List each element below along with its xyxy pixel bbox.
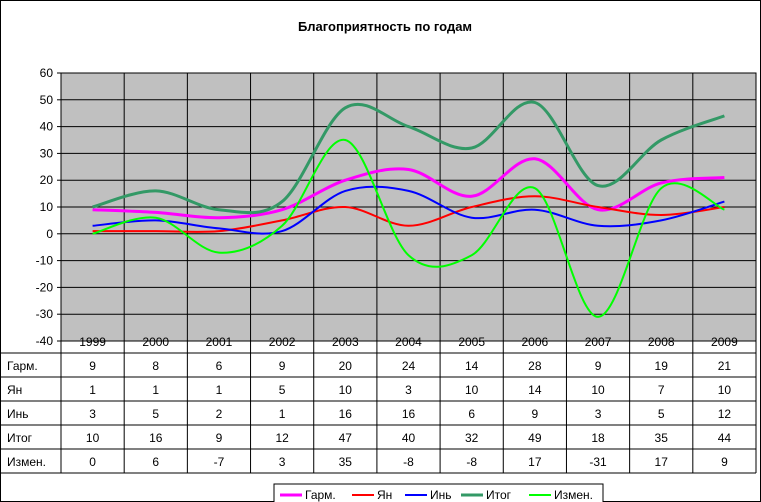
x-tick-label: 2001 bbox=[206, 335, 233, 349]
legend: Гарм. Ян Инь Итог Измен. bbox=[273, 483, 604, 502]
data-label: 5 bbox=[152, 407, 159, 421]
data-label: 1 bbox=[152, 383, 159, 397]
data-label: 0 bbox=[89, 455, 96, 469]
data-label: 32 bbox=[465, 431, 479, 445]
data-label: 16 bbox=[339, 407, 353, 421]
legend-entry: Итог bbox=[486, 488, 512, 502]
x-tick-label: 2004 bbox=[395, 335, 422, 349]
data-label: 1 bbox=[279, 407, 286, 421]
chart-title: Благоприятность по годам bbox=[298, 19, 472, 34]
data-label: 6 bbox=[152, 455, 159, 469]
data-label: 17 bbox=[528, 455, 542, 469]
y-tick-label: 50 bbox=[40, 93, 54, 107]
data-label: 10 bbox=[86, 431, 100, 445]
data-label: 7 bbox=[658, 383, 665, 397]
data-label: 21 bbox=[718, 359, 732, 373]
legend-entry: Инь bbox=[430, 488, 452, 502]
legend-entry: Ян bbox=[377, 488, 392, 502]
data-label: 9 bbox=[279, 359, 286, 373]
data-label: -8 bbox=[403, 455, 414, 469]
x-tick-label: 2007 bbox=[585, 335, 612, 349]
data-label: 6 bbox=[216, 359, 223, 373]
data-label: 17 bbox=[655, 455, 669, 469]
data-label: 24 bbox=[402, 359, 416, 373]
table-row-label: Итог bbox=[7, 431, 33, 445]
data-label: 14 bbox=[465, 359, 479, 373]
data-label: 8 bbox=[152, 359, 159, 373]
y-tick-label: -10 bbox=[36, 254, 54, 268]
data-label: 3 bbox=[89, 407, 96, 421]
data-label: 3 bbox=[279, 455, 286, 469]
series-line-4 bbox=[92, 138, 725, 318]
y-tick-label: 20 bbox=[40, 173, 54, 187]
data-label: 16 bbox=[402, 407, 416, 421]
data-label: 49 bbox=[528, 431, 542, 445]
data-label: 1 bbox=[216, 383, 223, 397]
table-row-label: Инь bbox=[7, 407, 29, 421]
data-label: 9 bbox=[532, 407, 539, 421]
series-line-2 bbox=[92, 185, 725, 235]
table-row-label: Измен. bbox=[7, 455, 46, 469]
y-tick-label: -30 bbox=[36, 307, 54, 321]
x-tick-label: 2005 bbox=[458, 335, 485, 349]
data-label: 12 bbox=[718, 407, 732, 421]
x-tick-label: 2008 bbox=[648, 335, 675, 349]
data-label: 12 bbox=[275, 431, 289, 445]
y-tick-label: 0 bbox=[46, 227, 53, 241]
data-label: 35 bbox=[339, 455, 353, 469]
data-label: 10 bbox=[718, 383, 732, 397]
data-label: 9 bbox=[595, 359, 602, 373]
data-label: 2 bbox=[216, 407, 223, 421]
data-label: -31 bbox=[589, 455, 607, 469]
plot-border bbox=[60, 72, 757, 342]
data-label: 28 bbox=[528, 359, 542, 373]
y-tick-label: 40 bbox=[40, 120, 54, 134]
data-label: 35 bbox=[655, 431, 669, 445]
x-tick-label: 2002 bbox=[269, 335, 296, 349]
y-tick-label: -40 bbox=[36, 334, 54, 348]
x-tick-label: 1999 bbox=[79, 335, 106, 349]
x-tick-label: 2000 bbox=[142, 335, 169, 349]
data-label: 9 bbox=[216, 431, 223, 445]
legend-box bbox=[273, 483, 604, 502]
y-tick-label: 60 bbox=[40, 66, 54, 80]
x-tick-label: 2009 bbox=[711, 335, 738, 349]
x-tick-label: 2006 bbox=[522, 335, 549, 349]
data-label: 14 bbox=[528, 383, 542, 397]
table-row-label: Ян bbox=[7, 383, 22, 397]
data-label: 18 bbox=[591, 431, 605, 445]
data-label: 6 bbox=[468, 407, 475, 421]
data-label: 3 bbox=[405, 383, 412, 397]
data-label: 10 bbox=[339, 383, 353, 397]
data-label: 9 bbox=[89, 359, 96, 373]
data-label: 9 bbox=[721, 455, 728, 469]
data-label: 40 bbox=[402, 431, 416, 445]
data-label: 19 bbox=[655, 359, 669, 373]
data-table: 1999 2000 2001 2002 2003 2004 2005 2006 2007 2008… bbox=[1, 335, 757, 474]
series-line-1 bbox=[92, 195, 725, 233]
x-tick-label: 2003 bbox=[332, 335, 359, 349]
data-label: 3 bbox=[595, 407, 602, 421]
data-label: 1 bbox=[89, 383, 96, 397]
data-label: 5 bbox=[279, 383, 286, 397]
data-label: 10 bbox=[591, 383, 605, 397]
data-label: 10 bbox=[465, 383, 479, 397]
legend-entry: Гарм. bbox=[305, 488, 336, 502]
data-label: 44 bbox=[718, 431, 732, 445]
table-row-label: Гарм. bbox=[7, 359, 38, 373]
data-label: 20 bbox=[339, 359, 353, 373]
data-label: -7 bbox=[214, 455, 225, 469]
data-label: -8 bbox=[466, 455, 477, 469]
y-tick-label: 30 bbox=[40, 146, 54, 160]
data-label: 47 bbox=[339, 431, 353, 445]
series-line-3 bbox=[92, 100, 725, 215]
data-label: 5 bbox=[658, 407, 665, 421]
y-tick-label: 10 bbox=[40, 200, 54, 214]
legend-entry: Измен. bbox=[554, 488, 593, 502]
data-label: 16 bbox=[149, 431, 163, 445]
y-tick-label: -20 bbox=[36, 280, 54, 294]
